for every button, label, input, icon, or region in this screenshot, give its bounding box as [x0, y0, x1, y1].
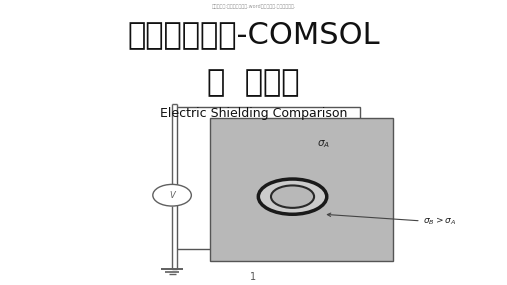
Text: $\sigma_A$: $\sigma_A$: [317, 138, 330, 150]
Text: $\sigma_B > \sigma_A$: $\sigma_B > \sigma_A$: [423, 215, 456, 227]
Text: 仿  真实例: 仿 真实例: [207, 68, 300, 97]
Ellipse shape: [258, 179, 327, 214]
Ellipse shape: [271, 186, 314, 208]
Bar: [177, 107, 360, 249]
Circle shape: [153, 184, 191, 206]
Text: 1: 1: [250, 272, 257, 282]
Bar: [210, 118, 393, 261]
Text: 文档来源为:以网络收集整理.word版本可编辑.欢迎下载支持.: 文档来源为:以网络收集整理.word版本可编辑.欢迎下载支持.: [211, 4, 296, 9]
Text: 电磁屏蔽对比-COMSOL: 电磁屏蔽对比-COMSOL: [127, 20, 380, 49]
Text: V: V: [169, 191, 175, 200]
Text: Electric Shielding Comparison: Electric Shielding Comparison: [160, 107, 347, 120]
